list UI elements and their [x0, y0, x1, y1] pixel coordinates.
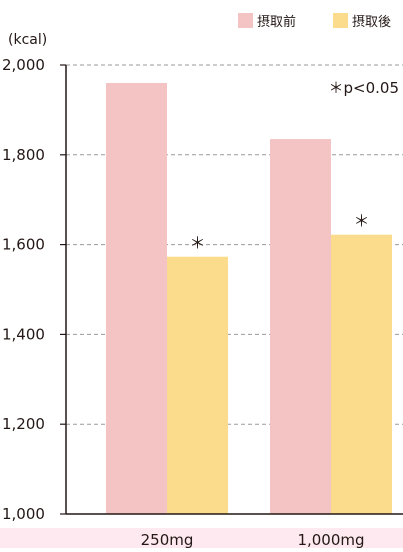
legend: 摂取前 摂取後	[238, 13, 391, 30]
bar-after-0	[167, 256, 228, 514]
significance-marks: ＊＊	[189, 212, 369, 253]
bar-after-1	[331, 234, 392, 515]
y-tick-label: 1,400	[2, 325, 45, 343]
y-tick-label: 1,800	[2, 146, 45, 164]
bars	[106, 82, 392, 515]
significance-note: ＊p<0.05	[329, 79, 400, 97]
significance-mark: ＊	[353, 212, 369, 231]
y-unit-label: (kcal)	[8, 32, 47, 48]
legend-swatch-before	[238, 13, 253, 28]
y-tick-label: 1,600	[2, 236, 45, 254]
legend-swatch-after	[333, 13, 348, 28]
significance-mark: ＊	[189, 234, 205, 253]
x-tick-label: 1,000mg	[297, 531, 364, 548]
y-axis-ticks: 1,000 1,200 1,400 1,600 1,800 2,000	[2, 56, 66, 523]
y-tick-label: 1,200	[2, 415, 45, 433]
x-axis-ticks: 250mg 1,000mg	[141, 531, 365, 549]
legend-label-before: 摂取前	[257, 14, 296, 30]
x-tick-label: 250mg	[141, 531, 194, 548]
bottom-band	[0, 528, 403, 548]
y-tick-label: 1,000	[2, 505, 45, 523]
legend-label-after: 摂取後	[352, 14, 391, 30]
bar-before-0	[106, 82, 167, 515]
y-tick-label: 2,000	[2, 56, 45, 74]
bar-before-1	[270, 139, 331, 514]
